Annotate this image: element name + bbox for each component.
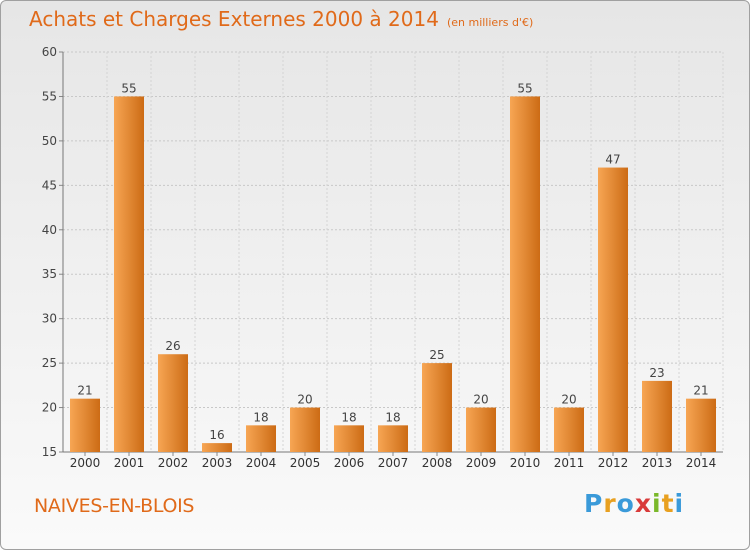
value-label-2005: 20 [297,393,312,407]
x-tick-label-2005: 2005 [290,456,321,470]
y-tick-label: 15 [42,445,57,459]
value-label-2006: 18 [341,410,356,424]
bar-chart: 15 20 25 30 35 40 45 50 55 60 21 2000 55 2001 26 2002 1… [42,45,724,470]
bar-2014 [686,398,716,452]
bar-2009 [466,407,496,452]
value-label-2004: 18 [253,410,268,424]
y-tick-label: 45 [42,178,57,192]
value-label-2008: 25 [429,348,444,362]
value-label-2013: 23 [649,366,664,380]
y-tick-label: 60 [42,45,57,59]
proxiti-logo: Proxiti [584,489,684,518]
x-tick-label-2010: 2010 [510,456,541,470]
value-label-2003: 16 [209,428,224,442]
x-tick-label-2001: 2001 [114,456,145,470]
x-tick-label-2000: 2000 [70,456,101,470]
value-label-2014: 21 [693,384,708,398]
y-tick-label: 20 [42,401,57,415]
x-tick-label-2007: 2007 [378,456,409,470]
value-label-2007: 18 [385,410,400,424]
bar-2011 [554,407,584,452]
y-tick-label: 40 [42,223,57,237]
x-tick-label-2002: 2002 [158,456,189,470]
chart-unit: (en milliers d'€) [446,16,534,29]
bar-2001 [114,96,144,452]
y-tick-label: 25 [42,356,57,370]
bar-2013 [642,380,672,452]
logo-letter: P [584,489,604,518]
y-tick-label: 55 [42,89,57,103]
bar-2004 [246,425,276,452]
x-tick-label-2003: 2003 [202,456,233,470]
value-label-2009: 20 [473,393,488,407]
x-tick-label-2011: 2011 [554,456,585,470]
bar-2008 [422,363,452,452]
bar-2003 [202,443,232,452]
x-tick-label-2014: 2014 [686,456,717,470]
commune-name: NAIVES-EN-BLOIS [34,495,195,517]
bar-2006 [334,425,364,452]
bar-2002 [158,354,188,452]
x-tick-label-2012: 2012 [598,456,629,470]
x-tick-label-2009: 2009 [466,456,497,470]
value-label-2002: 26 [165,339,180,353]
value-label-2010: 55 [517,81,532,95]
logo-letter: r [603,489,617,518]
value-label-2011: 20 [561,393,576,407]
x-tick-label-2013: 2013 [642,456,673,470]
value-label-2012: 47 [605,153,620,167]
bar-2007 [378,425,408,452]
x-tick-label-2004: 2004 [246,456,277,470]
chart-title-text: Achats et Charges Externes 2000 à 2014 [29,7,439,31]
logo-letter: o [616,489,635,518]
bar-2010 [510,96,540,452]
value-label-2000: 21 [77,384,92,398]
y-tick-label: 50 [42,134,57,148]
x-tick-label-2008: 2008 [422,456,453,470]
value-label-2001: 55 [121,81,136,95]
logo-letter: t [661,489,675,518]
logo-letter: x [634,489,652,518]
logo-letter: i [674,489,685,518]
bar-2000 [70,398,100,452]
logo-letter: i [652,489,662,518]
bar-2005 [290,407,320,452]
chart-title: Achats et Charges Externes 2000 à 2014 (e… [29,7,533,31]
y-tick-label: 35 [42,267,57,281]
bar-2012 [598,167,628,453]
x-tick-label-2006: 2006 [334,456,365,470]
y-tick-label: 30 [42,312,57,326]
